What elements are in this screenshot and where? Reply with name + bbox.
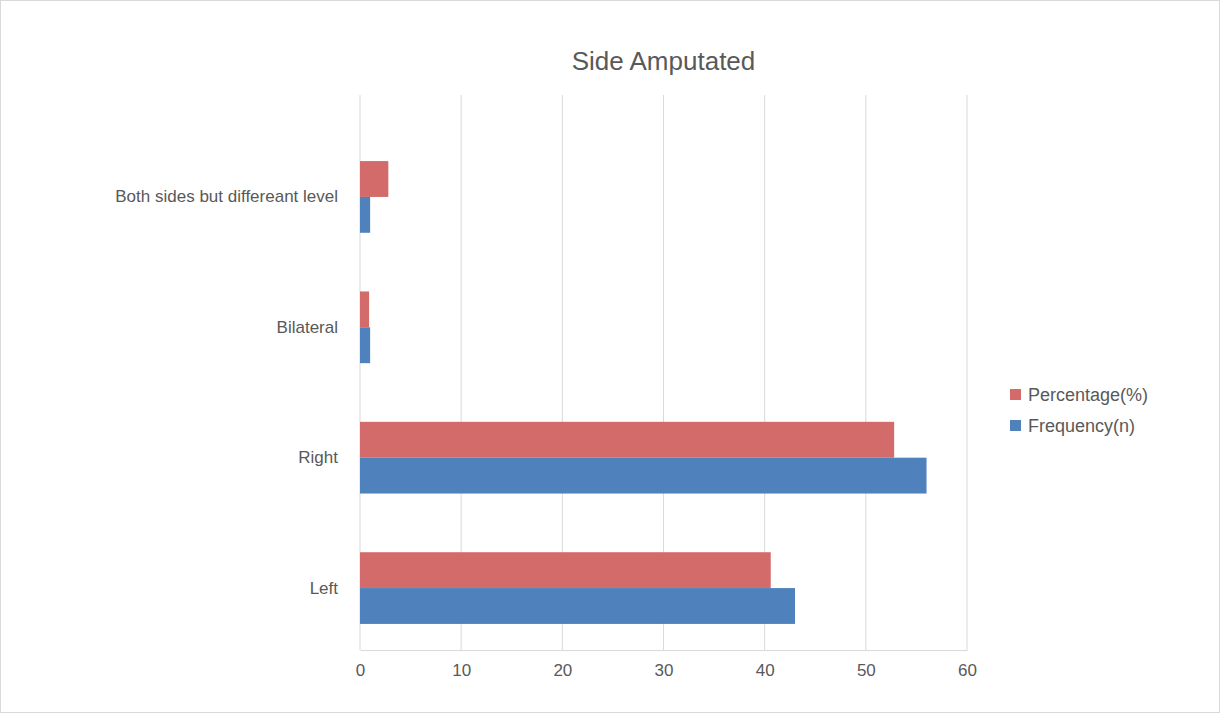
x-tick-label: 10: [452, 661, 471, 680]
bar: [360, 458, 927, 494]
x-tick: 60: [958, 650, 977, 680]
x-tick: 20: [553, 650, 572, 680]
y-axis: Left Right Bilateral Both sides but differe…: [115, 187, 338, 597]
y-tick-label: Right: [298, 448, 338, 467]
x-axis-line: [361, 650, 968, 651]
x-tick: 10: [452, 650, 471, 680]
bar: [360, 291, 369, 327]
y-tick: Both sides but differeant level: [115, 187, 338, 206]
x-tick: 40: [756, 650, 775, 680]
x-tick-label: 40: [756, 661, 775, 680]
chart-frame: [1, 1, 1220, 713]
x-tick-label: 50: [857, 661, 876, 680]
bar: [360, 422, 894, 458]
bar: [360, 197, 370, 233]
bar: [360, 327, 370, 363]
title: Side Amputated: [572, 46, 756, 76]
legend-swatch: [1010, 420, 1021, 431]
y-tick-label: Bilateral: [277, 318, 338, 337]
grid-line: [865, 95, 866, 650]
y-tick: Bilateral: [277, 318, 338, 337]
legend-label: Frequency(n): [1028, 416, 1135, 436]
x-tick: 50: [857, 650, 876, 680]
x-axis: 0 10 20 30 40 50 60: [356, 650, 977, 680]
x-tick-label: 30: [655, 661, 674, 680]
x-tick-label: 20: [553, 661, 572, 680]
grid: [360, 95, 967, 650]
bar: [360, 552, 771, 588]
bar: [360, 588, 795, 624]
x-tick: 0: [356, 650, 365, 680]
x-tick-label: 0: [356, 661, 365, 680]
chart: Side Amputated 0 10 20 30 40 50 60 Left Right Bila…: [0, 0, 1220, 713]
grid-line: [967, 95, 968, 650]
y-tick: Right: [298, 448, 338, 467]
legend-swatch: [1010, 389, 1021, 400]
x-tick-label: 60: [958, 661, 977, 680]
legend-label: Percentage(%): [1028, 385, 1148, 405]
legend: Percentage(%) Frequency(n): [1010, 385, 1148, 436]
y-tick: Left: [310, 579, 339, 598]
bars: [360, 161, 927, 624]
y-tick-label: Both sides but differeant level: [115, 187, 338, 206]
y-tick-label: Left: [310, 579, 339, 598]
x-tick: 30: [655, 650, 674, 680]
bar: [360, 161, 388, 197]
